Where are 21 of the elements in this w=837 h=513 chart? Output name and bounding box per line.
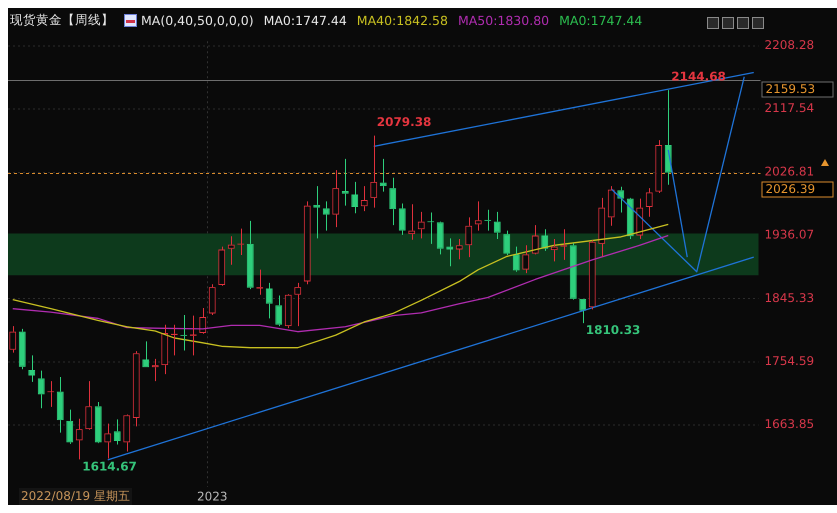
- y-tick-label: 2026.81: [764, 164, 814, 178]
- text: 2144.68: [671, 69, 726, 84]
- text: 1614.67: [82, 459, 137, 474]
- y-tick-label: 1754.59: [764, 354, 814, 368]
- text: 1810.33: [586, 323, 640, 338]
- chart-title: 现货黄金【周线】: [10, 12, 114, 28]
- ref-line-label: 2026.39: [766, 182, 816, 196]
- x-tick-label: 2023: [196, 489, 228, 504]
- text: 2022/08/19 星期五: [19, 488, 132, 505]
- y-tick-label: 2117.54: [764, 101, 814, 116]
- text: MA50:1830.80: [458, 12, 550, 28]
- y-tick-label: 2208.28: [764, 38, 814, 52]
- text: MA(0,40,50,0,0,0): [141, 12, 254, 28]
- y-tick-label: 1663.85: [764, 417, 814, 432]
- y-tick-label: 1845.33: [764, 290, 814, 305]
- y-tick-label: 1936.07: [764, 228, 814, 242]
- text: 2079.38: [376, 114, 432, 129]
- text: MA0:1747.44: [559, 12, 642, 28]
- ref-line-label: 2159.53: [766, 82, 816, 96]
- text: MA0:1747.44: [264, 12, 347, 28]
- text: MA40:1842.58: [356, 12, 448, 28]
